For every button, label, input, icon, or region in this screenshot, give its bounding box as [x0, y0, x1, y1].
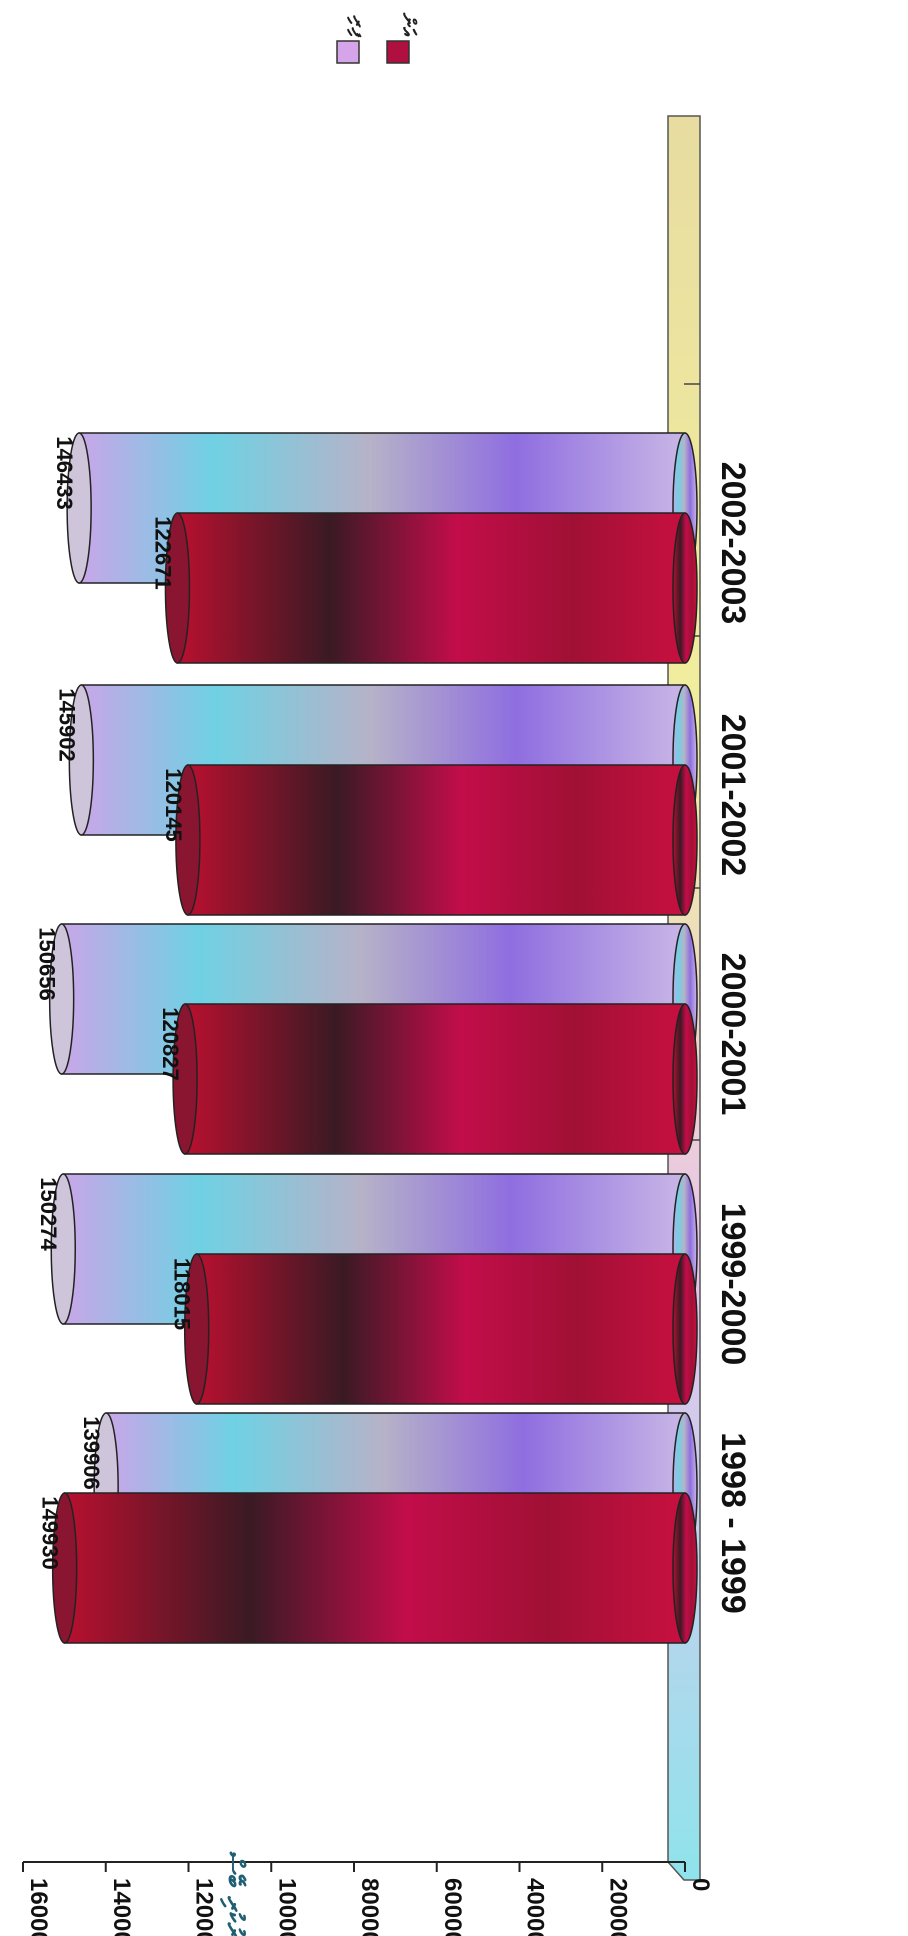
- value-tick-label: 40000: [522, 1878, 549, 1936]
- category-label-3: 2001-2002: [714, 714, 752, 877]
- category-label-0: 1998 - 1999: [714, 1432, 752, 1614]
- bar-series-1-0: [51, 1492, 698, 1644]
- cylinder-top-cap: [48, 923, 75, 1075]
- value-label-series-1-4: 122671: [150, 516, 175, 589]
- value-tick-label: 20000: [604, 1878, 631, 1936]
- cylinder-body: [63, 1492, 686, 1644]
- value-axis: 0 20000 40000 60000 80000 100000 120000 140000 1…: [22, 383, 714, 1936]
- legend: ފިރި އަން: [336, 12, 421, 64]
- cylinder-body: [184, 1003, 686, 1155]
- cylinder-top-cap: [50, 1173, 76, 1325]
- cylinder-top-cap: [164, 512, 191, 664]
- value-tick-label: 140000: [108, 1878, 135, 1936]
- legend-item-series-1: އަން: [386, 12, 421, 64]
- value-tick-label: 100000: [273, 1878, 300, 1936]
- cylinder-top-cap: [172, 1003, 198, 1155]
- value-label-series-0-2: 150656: [35, 927, 60, 1000]
- cylinder-base: [672, 1003, 698, 1155]
- legend-label-series-1: އަން: [397, 12, 421, 37]
- value-labels: 139906 149930 150274 118015 150656 120827 1459…: [35, 436, 195, 1569]
- cylinder-body: [187, 764, 686, 916]
- value-tick-label: 120000: [191, 1878, 218, 1936]
- legend-item-series-0: ފިރި: [336, 15, 371, 64]
- cylinder-top-cap: [183, 1253, 210, 1405]
- cylinder-base: [672, 1253, 698, 1405]
- legend-swatch-series-1: [386, 40, 410, 64]
- value-label-series-1-2: 120827: [158, 1007, 183, 1080]
- value-label-series-1-1: 118015: [170, 1258, 195, 1330]
- value-label-series-0-1: 150274: [36, 1177, 61, 1251]
- legend-swatch-series-0: [336, 40, 360, 64]
- cylinder-base: [672, 1492, 698, 1644]
- value-label-series-0-4: 146433: [52, 436, 77, 509]
- cylinder-body: [176, 512, 686, 664]
- value-tick-label: 60000: [439, 1878, 466, 1936]
- bar-series-group: [48, 432, 698, 1644]
- value-tick-label: 0: [687, 1878, 714, 1891]
- cylinder-top-cap: [51, 1492, 78, 1644]
- bar-series-1-4: [164, 512, 698, 664]
- value-label-series-0-3: 145902: [54, 688, 79, 761]
- y-axis-title: ފޯރުކުރި ބޭސް: [219, 1851, 249, 1936]
- legend-label-series-0: ފިރި: [346, 15, 371, 38]
- cylinder-top-cap: [68, 684, 95, 836]
- value-tick-label: 80000: [356, 1878, 383, 1936]
- category-label-2: 2000-2001: [714, 953, 752, 1116]
- bar-series-1-2: [172, 1003, 698, 1155]
- bar-series-1-1: [183, 1253, 698, 1405]
- cylinder-base: [672, 512, 698, 664]
- cylinder-top-cap: [66, 432, 92, 584]
- cylinder-body: [195, 1253, 686, 1405]
- category-axis: 1998 - 1999 1999-2000 2000-2001 2001-2002 20…: [714, 462, 752, 1614]
- category-label-1: 1999-2000: [714, 1203, 752, 1366]
- cylinder-base: [672, 764, 698, 916]
- value-tick-label: 160000: [25, 1878, 52, 1936]
- bar-series-1-3: [175, 764, 698, 916]
- value-label-series-0-0: 139906: [79, 1416, 104, 1489]
- value-label-series-1-3: 120145: [161, 768, 186, 841]
- category-label-4: 2002-2003: [714, 462, 752, 625]
- value-label-series-1-0: 149930: [38, 1496, 63, 1569]
- cylinder-top-cap: [175, 764, 201, 916]
